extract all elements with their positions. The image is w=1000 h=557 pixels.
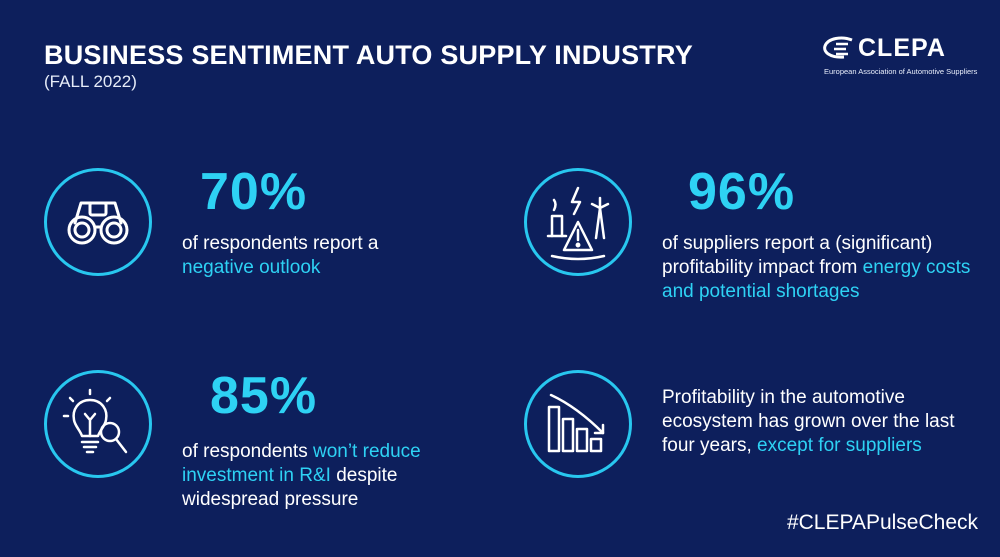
energy-warning-icon [546,186,610,261]
logo-name: CLEPA [858,34,946,62]
lightbulb-magnifier-icon [62,388,128,454]
profitability-text: Profitability in the automotive ecosyste… [662,387,955,456]
investment-text: of respondents [182,441,308,462]
declining-bar-chart-icon [547,393,605,453]
energy-text: of suppliers report a (significant) prof… [662,233,933,278]
outlook-icon-circle [44,168,152,276]
outlook-text: of respondents report a [182,233,379,254]
investment-description: of respondents won’t reduce investment i… [182,440,472,512]
energy-icon-circle [524,168,632,276]
energy-description: of suppliers report a (significant) prof… [662,232,980,304]
page-subtitle: (FALL 2022) [44,72,137,91]
hashtag: #CLEPAPulseCheck [786,511,978,534]
logo-tagline: European Association of Automotive Suppl… [824,67,978,76]
page-title: BUSINESS SENTIMENT AUTO SUPPLY INDUSTRY [44,40,693,70]
energy-percentage: 96% [688,163,796,221]
binoculars-icon [67,201,129,245]
clepa-logo: CLEPA European Association of Automotive… [822,34,982,82]
investment-percentage: 85% [210,367,318,425]
outlook-description: of respondents report a negative outlook [182,232,482,280]
profitability-icon-circle [524,370,632,478]
outlook-percentage: 70% [200,163,308,221]
investment-text-after: despite widespread pressure [182,465,398,510]
clepa-swoosh-icon [823,36,853,59]
profitability-description: Profitability in the automotive ecosyste… [662,386,980,458]
profitability-highlight: except for suppliers [757,435,922,456]
investment-icon-circle [44,370,152,478]
outlook-highlight: negative outlook [182,257,321,278]
energy-highlight: energy costs and potential shortages [662,257,971,302]
investment-highlight: won’t reduce investment in R&I [182,441,421,486]
